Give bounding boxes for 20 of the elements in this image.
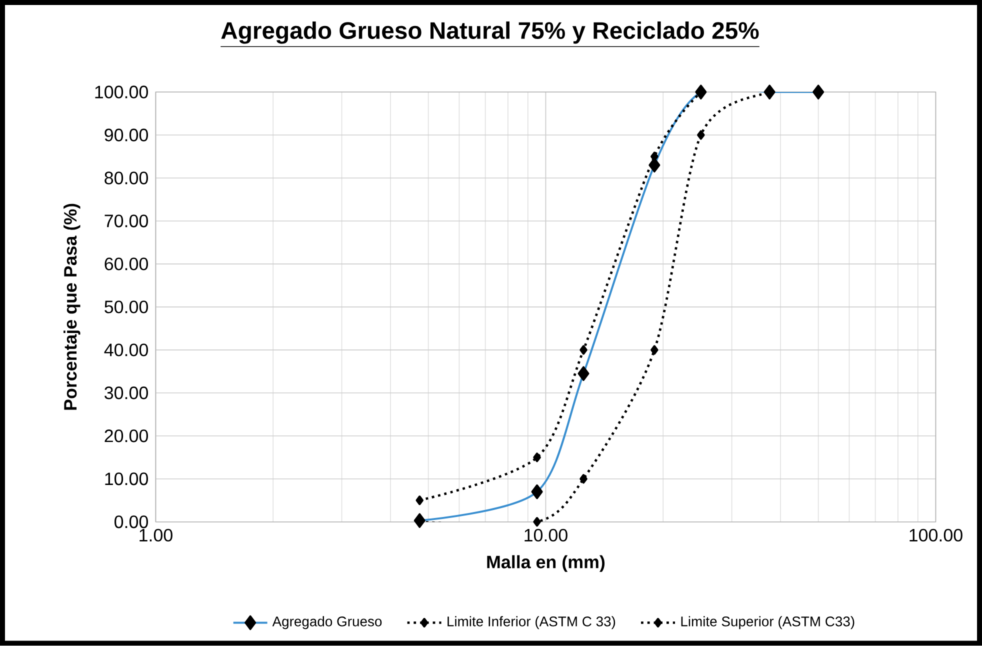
y-tick-label: 10.00 [105,472,148,486]
chart-title: Agregado Grueso Natural 75% y Reciclado 25% [221,22,759,44]
x-tick-label: 100.00 [910,529,962,542]
y-tick-label: 70.00 [104,214,148,228]
legend-label: Agregado Grueso [272,616,382,630]
x-tick-label: 1.00 [140,529,172,542]
y-tick-label: 100.00 [95,86,148,99]
legend-label: Limite Inferior (ASTM C 33) [448,616,616,630]
y-tick-label: 20.00 [104,430,148,442]
y-tick-label: 60.00 [104,258,148,270]
y-tick-label: 90.00 [104,128,148,142]
y-axis-title: Porcentaje que Pasa (%) [64,204,80,410]
x-tick-label: 10.00 [524,529,568,542]
y-tick-label: 0.00 [114,516,148,528]
y-tick-label: 80.00 [104,172,148,184]
y-tick-label: 50.00 [104,300,148,314]
x-axis-title: Malla en (mm) [487,555,605,572]
y-tick-label: 40.00 [104,344,148,356]
legend-label: Limite Superior (ASTM C33) [681,616,854,630]
y-tick-label: 30.00 [104,386,148,400]
